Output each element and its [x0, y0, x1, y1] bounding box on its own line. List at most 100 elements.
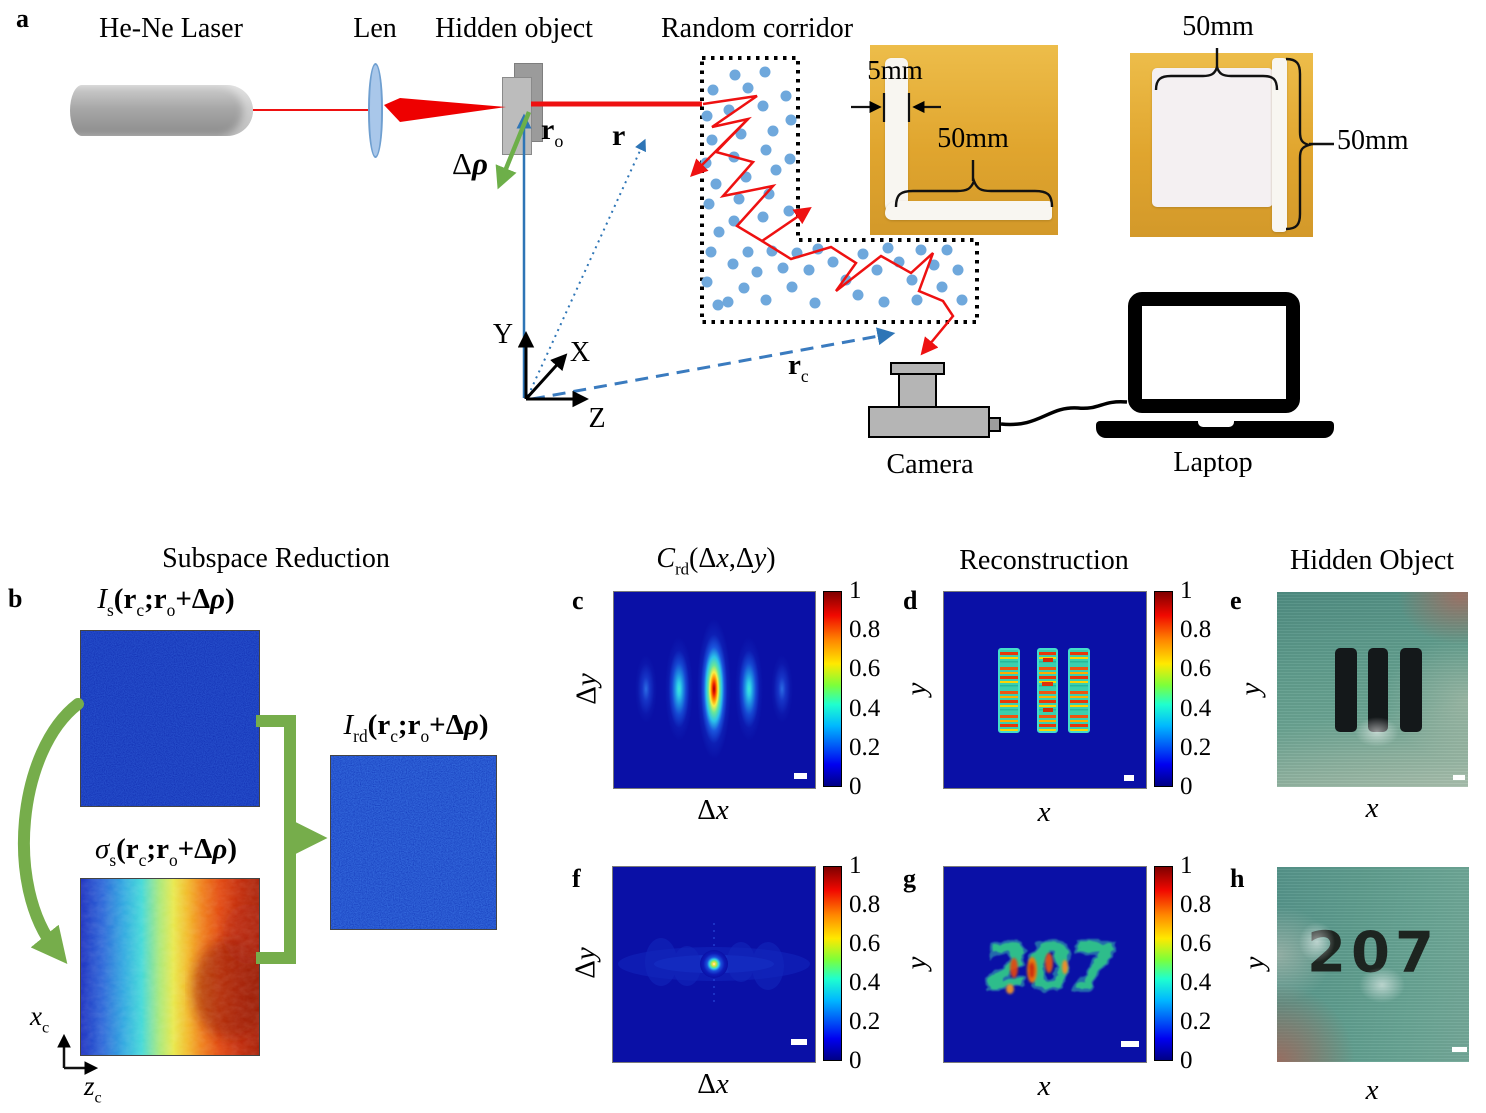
scale-bar	[791, 1039, 807, 1045]
scatterer-dot	[956, 294, 968, 306]
formula-token: o	[420, 725, 430, 746]
formula-token: r	[541, 113, 555, 146]
colorbar-tick-label: 0	[849, 773, 862, 800]
hidden-object-photo-207: 207	[1277, 867, 1469, 1062]
scatterer-dot	[707, 84, 719, 96]
reduced-image-ird	[330, 755, 497, 930]
reconstruction-title: Reconstruction	[959, 545, 1129, 576]
panel-e-label: e	[1230, 586, 1242, 615]
scatterer-dot	[777, 262, 789, 274]
colorbar-tick-label: 0.6	[1180, 930, 1212, 957]
scatterer-dot	[791, 247, 803, 259]
colorbar-tick-label: 0.6	[1180, 655, 1212, 683]
scatterer-dot	[740, 171, 752, 183]
formula-token: )	[766, 543, 776, 574]
colorbar-g	[1154, 866, 1173, 1061]
formula-token: Δ	[445, 709, 464, 741]
laptop-icon-base-notch	[1198, 421, 1234, 427]
plate-white-square	[1152, 68, 1273, 207]
formula-token: y	[1234, 682, 1267, 696]
scatterer-dot	[780, 90, 792, 102]
reconstruction-map-d	[943, 591, 1147, 789]
scale-bar	[794, 773, 807, 779]
axis-dx-label-f: Δx	[697, 1068, 729, 1101]
r-o-label: ro	[541, 114, 563, 151]
scatterer-dot	[941, 244, 953, 256]
axis-zc-label: zc	[84, 1072, 102, 1106]
formula-token: ,	[728, 543, 736, 574]
scatterer-dot	[852, 289, 864, 301]
dust-spot	[1359, 967, 1405, 1003]
formula-token: x	[1037, 1070, 1051, 1102]
formula-token: ρ	[212, 833, 228, 865]
scatterer-dot	[827, 256, 839, 268]
formula-token: r	[125, 833, 139, 865]
axis-x-label: X	[569, 337, 591, 368]
axis-xc-label: xc	[30, 1002, 49, 1036]
scale-bar	[1124, 775, 1134, 781]
formula-token: x	[30, 1001, 42, 1031]
scatterer-dot	[915, 244, 927, 256]
formula-token: r	[377, 709, 391, 741]
flow-arrow-curved	[18, 698, 84, 964]
camera-icon-port	[988, 417, 1001, 432]
laptop-icon-base	[1096, 421, 1334, 438]
scatterer-dot	[701, 110, 713, 122]
formula-token: r	[156, 833, 169, 865]
scatterer-dot	[803, 264, 815, 276]
axis-dx-label-c: Δx	[697, 794, 729, 827]
scatterer-dot	[906, 274, 918, 286]
axis-x-label-e: x	[1366, 792, 1379, 825]
axis-dy-label-c: Δy	[571, 673, 604, 705]
scatterer-dot	[728, 215, 740, 227]
dim-50mm-plate-side-label: 50mm	[1337, 125, 1409, 156]
scatterer-dot	[733, 193, 745, 205]
colorbar-c	[823, 591, 842, 787]
scatterer-dot	[759, 66, 771, 78]
dim-5mm-label: 5mm	[867, 55, 923, 85]
colorbar-f	[823, 866, 842, 1061]
formula-token: I	[97, 583, 108, 615]
scatterer-dot	[738, 282, 750, 294]
colorbar-g-ticks: 1 0.8 0.6 0.4 0.2 0	[1180, 852, 1236, 1074]
scatterer-dot	[742, 246, 754, 258]
panel-h-label: h	[1230, 864, 1245, 893]
hidden-object-title: Hidden Object	[1289, 545, 1455, 576]
reconstruction-map-g: 207 207	[943, 866, 1147, 1063]
formula-token: ρ	[210, 583, 225, 615]
formula-token: y	[569, 947, 602, 961]
colorbar-tick-label: 0.4	[849, 694, 881, 722]
formula-token: )	[227, 833, 237, 865]
formula-token: r	[123, 583, 137, 615]
panel-d-label: d	[903, 586, 918, 615]
formula-token: +	[175, 583, 192, 615]
formula-token: y	[753, 543, 767, 574]
colorbar-tick-label: 0	[1180, 1047, 1193, 1074]
scatterer-dot	[729, 69, 741, 81]
formula-token: Δ	[735, 543, 754, 574]
scatterer-dot	[812, 243, 824, 255]
correlation-title: Crd(Δx,Δy)	[656, 544, 775, 578]
colorbar-d	[1154, 591, 1173, 787]
formula-sigma-s: σs(rc;ro+Δρ)	[95, 834, 237, 869]
scale-bar	[1453, 775, 1465, 780]
formula-token: r	[407, 709, 421, 741]
scatterer-dot	[757, 211, 769, 223]
formula-token: (	[367, 709, 378, 741]
colorbar-tick-label: 0.4	[849, 969, 881, 996]
formula-token: rd	[675, 559, 690, 579]
scatterer-dot	[763, 188, 775, 200]
std-image-sigma	[80, 878, 260, 1056]
scatterer-dot	[857, 248, 869, 260]
colorbar-tick-label: 1	[849, 852, 862, 879]
hidden-object-plate-front	[502, 77, 532, 155]
axis-y-label-e: y	[1235, 683, 1268, 696]
colorbar-tick-label: 0.6	[849, 655, 881, 683]
dust-spot	[1355, 717, 1399, 747]
colorbar-tick-label: 1	[1180, 577, 1193, 604]
formula-token: s	[109, 849, 117, 870]
formula-token: (	[113, 583, 124, 615]
formula-token: o	[166, 599, 176, 620]
formula-token: Δ	[452, 146, 472, 181]
colorbar-tick-label: 0.8	[1180, 616, 1212, 644]
